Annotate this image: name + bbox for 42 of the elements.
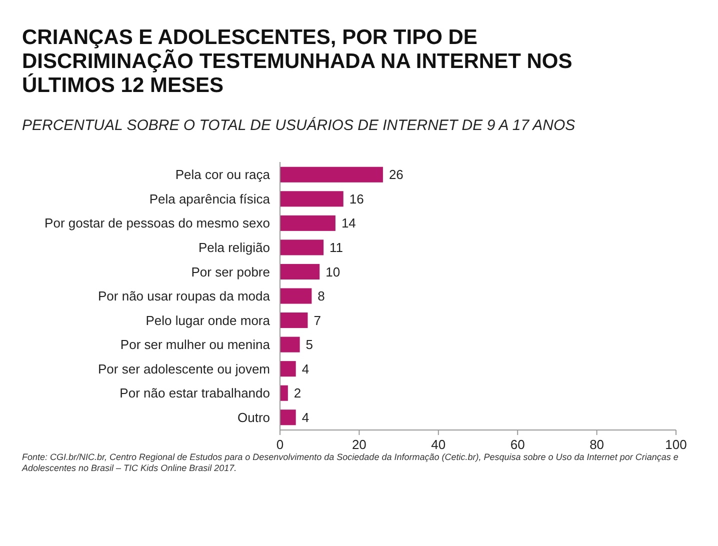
bar <box>280 191 344 207</box>
y-tick-label: Pela religião <box>198 240 270 255</box>
bar <box>280 312 308 328</box>
bar <box>280 166 383 182</box>
bar <box>280 264 320 280</box>
data-label: 7 <box>314 312 321 328</box>
data-label: 26 <box>388 167 404 182</box>
data-label: 8 <box>318 288 325 304</box>
source-note: Fonte: CGI.br/NIC.br, Centro Regional de Estudos para o Desenvolvimento da Sociedade da Informação (Cetic.br), Pesquisa sobre o Uso da Internet por Crianças e Adolescentes no Brasil – TIC Kids Online Brasil 2017. <box>21 452 678 473</box>
y-tick-label: Pela aparência física <box>149 191 271 206</box>
x-tick-label: 40 <box>431 437 446 452</box>
data-label: 16 <box>349 191 364 206</box>
bar <box>280 361 296 377</box>
chart-subtitle: PERCENTUAL SOBRE O TOTAL DE USUÁRIOS DE INTERNET DE 9 A 17 ANOS <box>22 116 576 134</box>
y-tick-label: Outro <box>237 410 270 425</box>
data-label: 11 <box>330 240 344 255</box>
x-tick-label: 100 <box>665 437 687 452</box>
x-tick-label: 80 <box>590 437 604 452</box>
bar <box>280 385 288 401</box>
bar <box>280 288 312 304</box>
bar <box>280 336 300 352</box>
data-label: 14 <box>341 216 356 231</box>
data-label: 5 <box>306 337 314 352</box>
x-tick-label: 60 <box>510 437 525 452</box>
data-label: 2 <box>294 386 302 401</box>
chart-title: CRIANÇAS E ADOLESCENTES, POR TIPO DE DISCRIMINAÇÃO TESTEMUNHADA NA INTERNET NOS ÚLTIMOS 12 MESES <box>22 26 572 97</box>
x-tick-label: 0 <box>276 437 284 452</box>
data-label: 10 <box>326 264 340 280</box>
y-tick-label: Por gostar de pessoas do mesmo sexo <box>44 216 270 231</box>
y-tick-label: Pela cor ou raça <box>175 167 271 182</box>
bar <box>280 410 296 426</box>
y-tick-label: Por ser mulher ou menina <box>120 337 271 352</box>
x-tick-label: 20 <box>352 437 366 452</box>
y-tick-label: Pelo lugar onde mora <box>146 312 271 328</box>
y-tick-label: Por ser pobre <box>191 264 270 280</box>
data-label: 4 <box>302 410 310 425</box>
y-tick-label: Por ser adolescente ou jovem <box>98 361 270 376</box>
data-label: 4 <box>302 361 310 376</box>
bar <box>280 240 324 256</box>
y-tick-label: Por não estar trabalhando <box>120 386 270 401</box>
bar <box>280 215 336 231</box>
y-tick-label: Por não usar roupas da moda <box>98 288 271 304</box>
